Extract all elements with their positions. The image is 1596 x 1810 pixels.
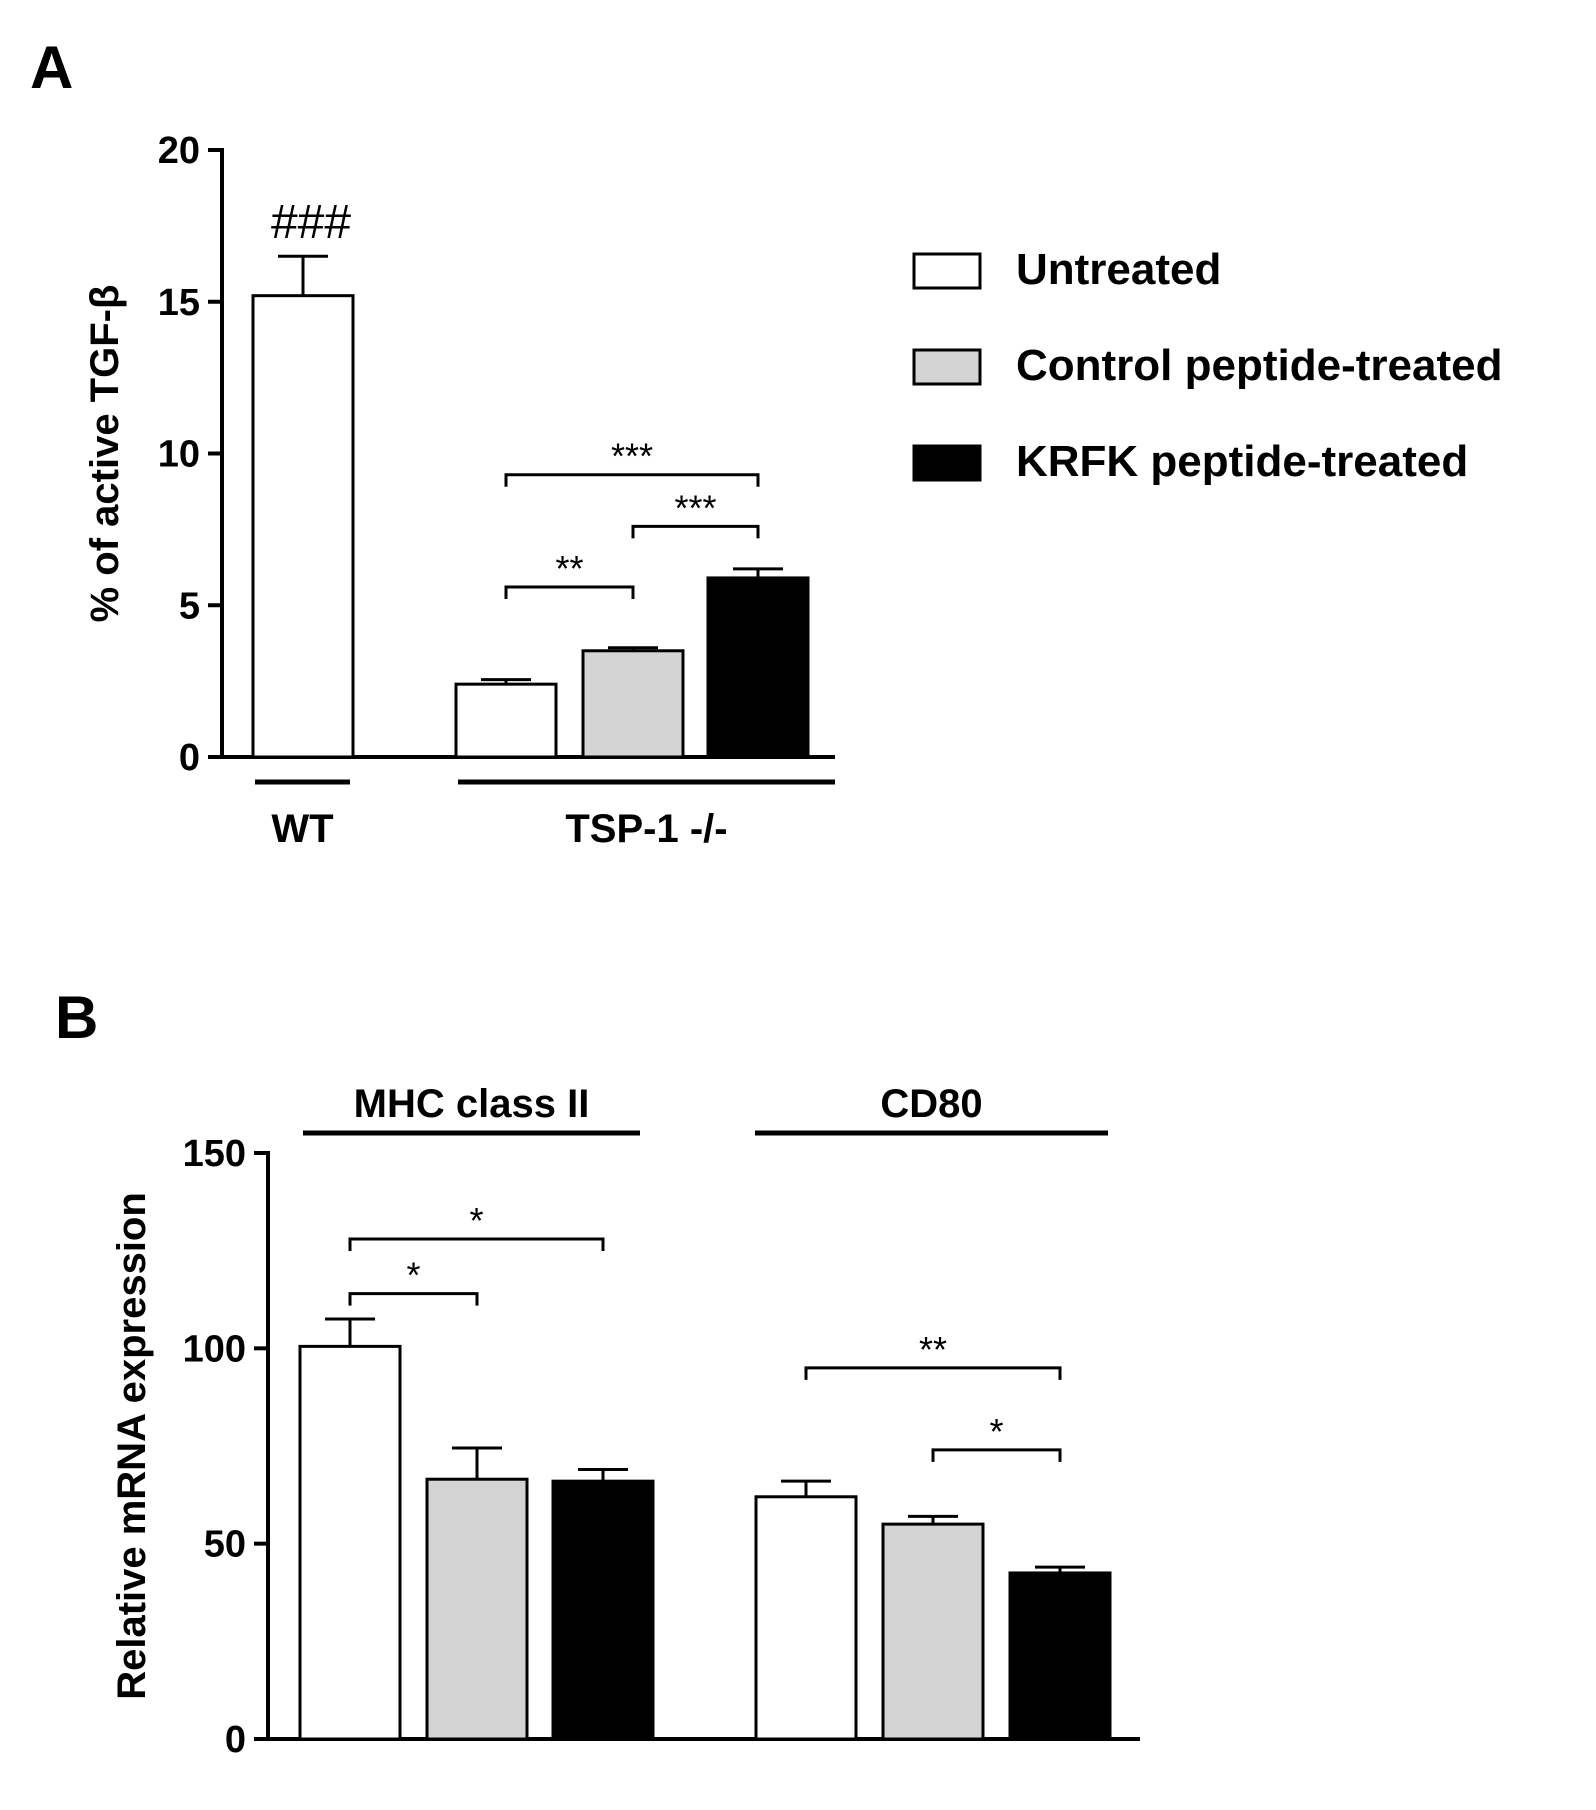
legend-swatch-2: [912, 444, 982, 482]
significance-label-a: ***: [611, 436, 653, 477]
significance-bracket-a: [504, 473, 760, 487]
y-tick-label-a: 5: [179, 585, 200, 627]
significance-bracket-b: [348, 1237, 605, 1251]
y-tick-label-b: 150: [183, 1133, 246, 1175]
y-axis-label-b: Relative mRNA expression: [110, 1192, 154, 1700]
significance-label-b: *: [469, 1200, 483, 1241]
y-tick-label-a: 10: [158, 434, 200, 476]
legend-label-0: Untreated: [1016, 245, 1221, 294]
bar-b-mhc-class-ii-1: [425, 1477, 529, 1741]
legend: Untreated Control peptide-treated KRFK pep…: [912, 245, 1502, 486]
y-tick-label-b: 100: [183, 1328, 246, 1370]
y-tick-label-b: 0: [225, 1719, 246, 1761]
group-label-b: CD80: [880, 1082, 982, 1126]
legend-label-2: KRFK peptide-treated: [1016, 437, 1468, 486]
bar-b-cd80-0: [754, 1495, 858, 1741]
bar-a-tsp-1--1: [581, 649, 685, 759]
group-label-b: MHC class II: [354, 1082, 590, 1126]
bar-b-cd80-2: [1008, 1571, 1112, 1741]
legend-swatch-0: [912, 252, 982, 290]
bar-a-tsp-1--2: [706, 576, 810, 759]
y-tick-label-a: 20: [158, 130, 200, 172]
bar-b-cd80-1: [881, 1522, 985, 1741]
group-label-a: TSP-1 -/-: [565, 807, 727, 851]
legend-label-1: Control peptide-treated: [1016, 341, 1502, 390]
significance-label-b: **: [919, 1329, 947, 1370]
significance-label-b: *: [989, 1411, 1003, 1452]
group-label-a: WT: [271, 807, 333, 851]
bar-annotation-a: ###: [271, 196, 351, 249]
significance-bracket-a: [504, 585, 635, 600]
legend-swatch-1: [912, 348, 982, 386]
bar-a-wt-0: [251, 294, 355, 759]
y-tick-label-a: 15: [158, 282, 200, 324]
significance-bracket-a: [631, 524, 760, 539]
bar-a-tsp-1--0: [454, 682, 558, 759]
panel-label-b: B: [55, 984, 98, 1051]
significance-label-a: **: [555, 548, 583, 589]
significance-bracket-b: [348, 1292, 479, 1306]
significance-label-b: *: [406, 1255, 420, 1296]
significance-bracket-b: [804, 1366, 1062, 1380]
bar-b-mhc-class-ii-0: [298, 1344, 402, 1741]
y-tick-label-b: 50: [204, 1524, 246, 1566]
significance-bracket-b: [931, 1448, 1062, 1462]
y-axis-label-a: % of active TGF-β: [83, 285, 127, 623]
y-tick-label-a: 0: [179, 737, 200, 779]
bar-b-mhc-class-ii-2: [551, 1479, 655, 1741]
significance-label-a: ***: [674, 487, 716, 528]
panel-label-a: A: [30, 34, 73, 101]
